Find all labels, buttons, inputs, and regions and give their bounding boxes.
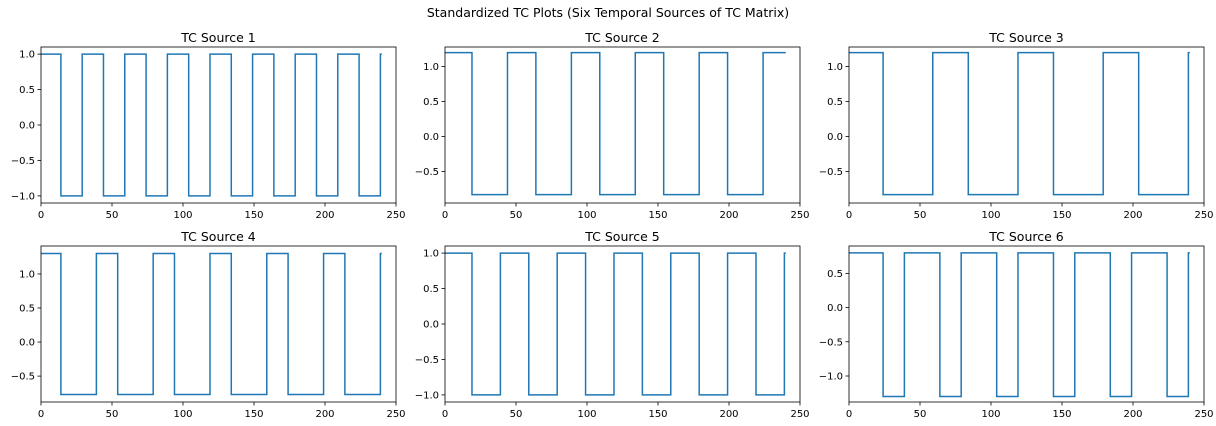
y-tick-label: 0.0 bbox=[19, 121, 35, 132]
y-tick-label: 0.0 bbox=[827, 132, 843, 143]
y-tick-label: 0.5 bbox=[19, 303, 35, 314]
x-tick-label: 100 bbox=[173, 210, 192, 221]
y-tick-label: 0.0 bbox=[19, 338, 35, 349]
y-tick-label: −0.5 bbox=[415, 167, 439, 178]
y-tick-label: −0.5 bbox=[11, 156, 35, 167]
series-line bbox=[445, 252, 786, 396]
y-tick-label: −0.5 bbox=[819, 337, 843, 348]
axes-frame bbox=[848, 46, 1205, 204]
y-tick-label: 0.5 bbox=[827, 97, 843, 108]
axes-frame bbox=[848, 245, 1205, 403]
x-tick-label: 100 bbox=[173, 409, 192, 420]
x-tick-label: 150 bbox=[648, 409, 667, 420]
x-tick-label: 250 bbox=[386, 210, 405, 221]
axes-frame bbox=[40, 245, 397, 403]
x-tick-label: 100 bbox=[981, 409, 1000, 420]
x-tick-label: 250 bbox=[1194, 210, 1213, 221]
y-tick-label: 0.0 bbox=[827, 303, 843, 314]
x-tick-label: 200 bbox=[719, 210, 738, 221]
subplot-1: TC Source 1 0 50 100 150 200 250 −1.0 −0.5 0.0 0.5… bbox=[11, 30, 406, 221]
x-tick-label: 50 bbox=[914, 210, 927, 221]
series-line bbox=[41, 252, 382, 396]
x-tick-label: 200 bbox=[315, 210, 334, 221]
x-tick-label: 0 bbox=[846, 409, 852, 420]
x-tick-label: 100 bbox=[577, 409, 596, 420]
x-tick-label: 250 bbox=[386, 409, 405, 420]
subplot-title: TC Source 1 bbox=[180, 30, 255, 45]
x-tick-label: 100 bbox=[577, 210, 596, 221]
x-tick-label: 250 bbox=[1194, 409, 1213, 420]
y-tick-label: −1.0 bbox=[11, 191, 35, 202]
x-tick-label: 0 bbox=[38, 210, 44, 221]
x-tick-label: 50 bbox=[510, 409, 523, 420]
subplot-title: TC Source 2 bbox=[584, 30, 659, 45]
series-line bbox=[849, 51, 1190, 196]
subplot-4: TC Source 4 0 50 100 150 200 250 −0.5 0.0 0.5 1.0 bbox=[11, 229, 406, 420]
y-tick-label: 1.0 bbox=[423, 249, 439, 260]
x-tick-label: 50 bbox=[914, 409, 927, 420]
x-tick-label: 50 bbox=[106, 210, 119, 221]
x-tick-label: 200 bbox=[719, 409, 738, 420]
series-line bbox=[849, 252, 1190, 398]
y-tick-label: −1.0 bbox=[819, 372, 843, 383]
y-tick-label: −0.5 bbox=[415, 355, 439, 366]
x-tick-label: 150 bbox=[1052, 210, 1071, 221]
figure-suptitle: Standardized TC Plots (Six Temporal Sour… bbox=[426, 5, 790, 20]
x-tick-label: 250 bbox=[790, 210, 809, 221]
y-tick-label: 0.5 bbox=[827, 269, 843, 280]
x-tick-label: 100 bbox=[981, 210, 1000, 221]
y-tick-label: 0.5 bbox=[423, 284, 439, 295]
subplot-6: TC Source 6 0 50 100 150 200 250 −1.0 −0.5 0.0 0.5 bbox=[819, 229, 1214, 420]
x-tick-label: 150 bbox=[648, 210, 667, 221]
axes-frame bbox=[444, 46, 801, 204]
axes-frame bbox=[444, 245, 801, 403]
y-tick-label: −0.5 bbox=[11, 372, 35, 383]
y-tick-label: 1.0 bbox=[827, 62, 843, 73]
series-line bbox=[41, 53, 382, 197]
y-tick-label: −0.5 bbox=[819, 167, 843, 178]
y-tick-label: 1.0 bbox=[423, 62, 439, 73]
y-tick-label: 0.5 bbox=[423, 97, 439, 108]
x-tick-label: 200 bbox=[1123, 409, 1142, 420]
y-tick-label: 0.5 bbox=[19, 85, 35, 96]
subplot-5: TC Source 5 0 50 100 150 200 250 −1.0 −0.5 0.0 0.5… bbox=[415, 229, 810, 420]
y-tick-label: −1.0 bbox=[415, 390, 439, 401]
y-tick-label: 1.0 bbox=[19, 50, 35, 61]
x-tick-label: 250 bbox=[790, 409, 809, 420]
x-tick-label: 0 bbox=[38, 409, 44, 420]
subplot-title: TC Source 6 bbox=[988, 229, 1064, 244]
y-tick-label: 1.0 bbox=[19, 269, 35, 280]
x-tick-label: 150 bbox=[244, 210, 263, 221]
subplot-title: TC Source 5 bbox=[584, 229, 659, 244]
subplot-2: TC Source 2 0 50 100 150 200 250 −0.5 0.0 0.5 1.0 bbox=[415, 30, 810, 221]
subplot-title: TC Source 4 bbox=[180, 229, 256, 244]
x-tick-label: 0 bbox=[846, 210, 852, 221]
x-tick-label: 200 bbox=[315, 409, 334, 420]
x-tick-label: 0 bbox=[442, 210, 448, 221]
x-tick-label: 50 bbox=[510, 210, 523, 221]
x-tick-label: 200 bbox=[1123, 210, 1142, 221]
axes-frame bbox=[40, 46, 397, 204]
y-tick-label: 0.0 bbox=[423, 132, 439, 143]
x-tick-label: 150 bbox=[1052, 409, 1071, 420]
y-tick-label: 0.0 bbox=[423, 320, 439, 331]
series-line bbox=[445, 51, 786, 196]
x-tick-label: 150 bbox=[244, 409, 263, 420]
subplot-3: TC Source 3 0 50 100 150 200 250 −0.5 0.0 0.5 1.0 bbox=[819, 30, 1214, 221]
x-tick-label: 0 bbox=[442, 409, 448, 420]
x-tick-label: 50 bbox=[106, 409, 119, 420]
subplot-title: TC Source 3 bbox=[988, 30, 1063, 45]
